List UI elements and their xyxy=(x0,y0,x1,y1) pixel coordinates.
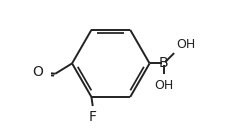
Text: OH: OH xyxy=(175,38,195,51)
Text: B: B xyxy=(158,56,168,70)
Text: OH: OH xyxy=(154,79,173,92)
Text: O: O xyxy=(33,65,43,79)
Text: F: F xyxy=(88,110,96,124)
